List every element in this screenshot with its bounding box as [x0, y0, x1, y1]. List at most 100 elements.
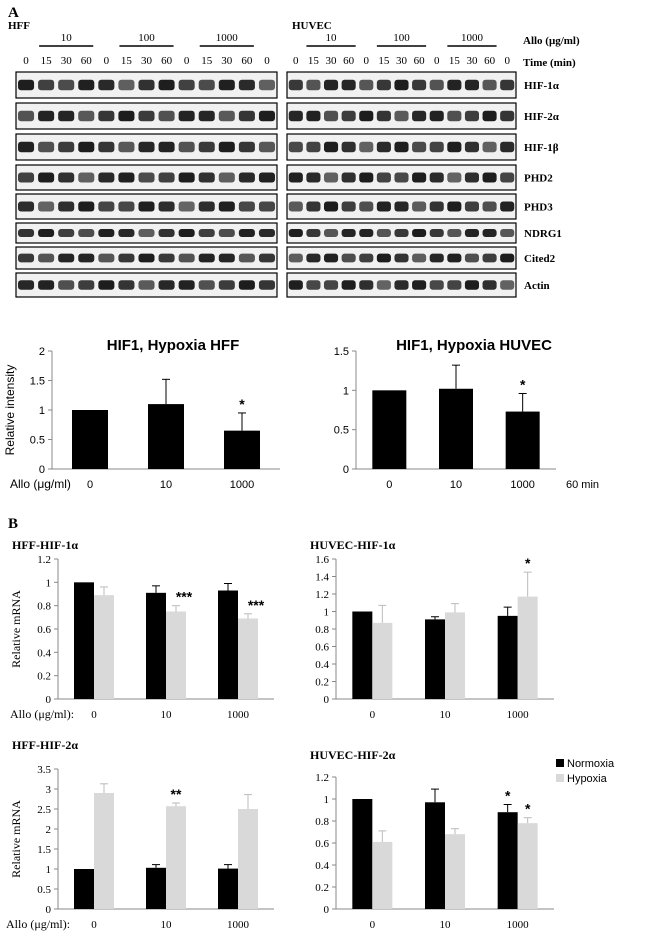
hff-dose-label: 1000 — [216, 32, 239, 44]
huvec-time-label: 0 — [434, 55, 440, 67]
hff-blot-row-band — [118, 253, 135, 263]
y-tick-label: 1 — [46, 864, 52, 876]
protein-label: HIF-2α — [524, 111, 560, 123]
chart-title: HFF-HIF-1α — [12, 538, 78, 552]
hff-blot-row-band — [238, 253, 255, 263]
protein-label: PHD3 — [524, 202, 553, 214]
huvec-blot-row-band — [376, 79, 391, 91]
x-tick-label: 0 — [91, 709, 97, 721]
y-tick-label: 2 — [39, 346, 45, 358]
hff-blot-row-band — [178, 141, 195, 153]
huvec-blot-row-band — [288, 172, 303, 183]
hff-blot-row-band — [78, 229, 95, 237]
hff-blot-row-band — [78, 172, 95, 183]
bar — [497, 812, 518, 909]
hff-time-label: 30 — [61, 55, 73, 67]
y-tick-label: 0 — [324, 694, 330, 706]
huvec-blot-row-band — [464, 172, 480, 183]
hff-blot-row-band — [18, 110, 35, 122]
hff-blot-row-band — [198, 141, 215, 153]
huvec-blot-row-band — [429, 172, 444, 183]
hff-blot-row-band — [78, 110, 95, 122]
huvec-blot-row-band — [341, 229, 356, 237]
huvec-blot-row-band — [306, 141, 321, 153]
hff-blot-row-band — [178, 253, 195, 263]
x-tick-label: 10 — [161, 919, 173, 931]
hff-blot-row-band — [118, 201, 135, 212]
protein-label: NDRG1 — [524, 228, 562, 240]
dose-axis-label: Allo (μg/ml) — [523, 35, 580, 47]
huvec-blot-row-band — [323, 229, 339, 237]
y-tick-label: 1 — [324, 607, 330, 619]
y-tick-label: 0.8 — [315, 624, 329, 636]
y-tick-label: 0.5 — [30, 435, 45, 447]
hff-blot-row-band — [258, 110, 275, 122]
hff-blot-row-band — [138, 253, 155, 263]
hff-blot-row-band — [118, 229, 135, 237]
hff-time-label: 15 — [41, 55, 53, 67]
hff-blot-row-band — [98, 229, 115, 237]
hff-blot-row-band — [38, 141, 55, 153]
huvec-blot-row-band — [482, 79, 497, 91]
bar — [497, 615, 518, 699]
y-tick-label: 2.5 — [37, 804, 51, 816]
bar — [72, 410, 108, 469]
huvec-blot-row-band — [359, 79, 374, 91]
huvec-blot-row-band — [412, 141, 427, 153]
x-tick-label: 0 — [91, 919, 97, 931]
bar — [505, 411, 540, 469]
chart-title: HUVEC-HIF-2α — [310, 748, 396, 762]
huvec-blot-row-band — [323, 110, 339, 122]
huvec-blot-row-band — [412, 280, 427, 290]
huvec-blot-row-band — [482, 253, 497, 263]
y-tick-label: 1 — [39, 405, 45, 417]
legend-swatch-hypoxia — [556, 774, 564, 782]
significance-marker: * — [520, 376, 526, 392]
huvec-blot-row-band — [412, 253, 427, 263]
huvec-blot-row-band — [412, 172, 427, 183]
huvec-blot-row-band — [447, 280, 462, 290]
significance-marker: * — [525, 801, 531, 817]
y-tick-label: 1.2 — [315, 772, 329, 784]
huvec-blot-row-band — [306, 110, 321, 122]
hff-blot-row-band — [138, 110, 155, 122]
y-axis-label: Relative mRNA — [9, 800, 23, 878]
huvec-blot-row-band — [500, 141, 515, 153]
huvec-blot-row-band — [376, 141, 391, 153]
huvec-blot-row-band — [306, 172, 321, 183]
hff-blot-row-band — [238, 201, 255, 212]
hff-time-label: 60 — [161, 55, 173, 67]
y-tick-label: 1.2 — [315, 589, 329, 601]
y-tick-label: 3 — [46, 784, 52, 796]
hff-dose-label: 100 — [138, 32, 155, 44]
hff-blot-row-band — [38, 172, 55, 183]
huvec-blot-row-band — [412, 201, 427, 212]
hff-time-label: 15 — [121, 55, 133, 67]
y-tick-label: 1.2 — [37, 554, 51, 566]
protein-label: HIF-1β — [524, 142, 559, 154]
huvec-blot-row-band — [500, 79, 515, 91]
huvec-time-label: 0 — [504, 55, 510, 67]
y-tick-label: 0.2 — [37, 671, 51, 683]
hff-blot-row-band — [178, 172, 195, 183]
protein-label: Actin — [524, 280, 550, 292]
bar — [517, 596, 538, 699]
hff-blot-row-band — [78, 141, 95, 153]
bar — [166, 611, 186, 699]
y-tick-label: 0.8 — [37, 601, 51, 613]
huvec-blot-row-band — [359, 172, 374, 183]
hff-blot-row-band — [58, 172, 75, 183]
y-tick-label: 1.4 — [315, 572, 329, 584]
bar — [352, 799, 373, 909]
huvec-blot-row-band — [500, 201, 515, 212]
hff-blot-row-band — [198, 253, 215, 263]
huvec-blot-row-band — [306, 280, 321, 290]
huvec-blot-row-band — [447, 229, 462, 237]
huvec-blot-row-band — [376, 172, 391, 183]
chart-title: HIF1, Hypoxia HUVEC — [396, 337, 552, 354]
huvec-blot-row-band — [359, 110, 374, 122]
hff-blot-row-band — [118, 79, 135, 91]
bar — [224, 430, 260, 469]
huvec-blot-row-band — [447, 110, 462, 122]
huvec-blot-row-band — [288, 280, 303, 290]
